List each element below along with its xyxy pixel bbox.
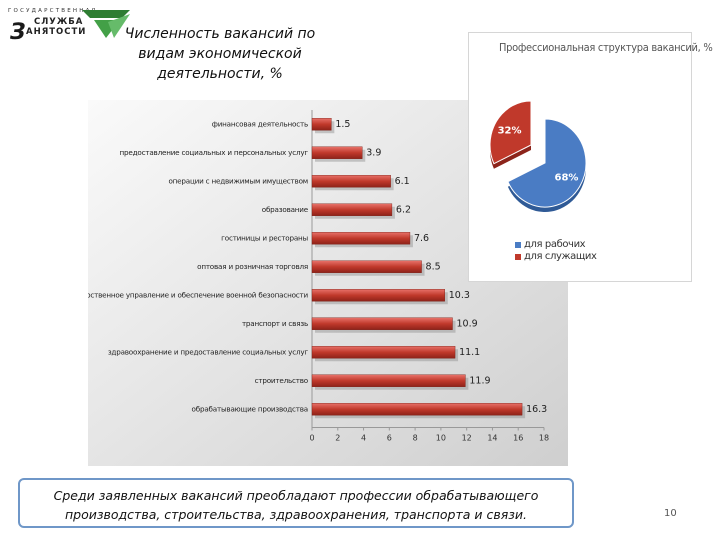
page-title: Численность вакансий по видам экономичес…: [124, 26, 316, 82]
data-label: 10.9: [456, 318, 477, 329]
pie-slice: [489, 100, 532, 165]
pie-chart-panel: Профессиональная структура вакансий, % 6…: [468, 32, 713, 282]
pie-slice: [507, 118, 587, 208]
x-tick-label: 12: [462, 434, 472, 443]
page-number: 10: [664, 508, 677, 519]
data-label: 16.3: [526, 404, 547, 415]
x-tick-label: 10: [436, 434, 446, 443]
category-label: строительство: [255, 376, 308, 385]
data-label: 11.9: [469, 375, 490, 386]
bar: [311, 403, 523, 416]
legend-swatch: [515, 253, 521, 260]
bar: [311, 146, 363, 159]
logo-letter: З: [10, 20, 26, 45]
data-label: 1.5: [335, 119, 350, 130]
data-label: 11.1: [459, 347, 480, 358]
category-label: образование: [262, 205, 309, 214]
x-tick-label: 14: [487, 434, 497, 443]
x-tick-label: 18: [539, 434, 549, 443]
data-label: 7.6: [414, 233, 429, 244]
logo: ГОСУДАРСТВЕННАЯ СЛУЖБА З АНЯТОСТИ: [6, 6, 132, 45]
logo-line2: СЛУЖБА: [34, 17, 84, 27]
pie-title: Профессиональная структура вакансий, %: [499, 41, 713, 54]
bar: [311, 118, 332, 131]
x-tick-label: 8: [413, 434, 418, 443]
category-label: здравоохранение и предоставление социаль…: [108, 347, 309, 356]
pie-data-label: 32%: [498, 125, 522, 136]
bar: [311, 203, 393, 216]
legend-label: для служащих: [524, 251, 597, 262]
data-label: 6.2: [396, 204, 411, 215]
category-label: предоставление социальных и персональных…: [120, 148, 309, 157]
logo-mark-icon: [82, 10, 130, 38]
pie-chart: 68% 32%: [489, 100, 587, 212]
category-label: обрабатывающие производства: [192, 404, 308, 413]
logo-line3: АНЯТОСТИ: [26, 27, 87, 37]
bar: [311, 232, 411, 245]
data-label: 8.5: [426, 261, 441, 272]
bar: [311, 374, 466, 387]
pie-legend: для рабочих для служащих: [515, 239, 597, 263]
legend-swatch: [515, 241, 521, 248]
category-label: государственное управление и обеспечение…: [88, 290, 309, 299]
x-tick-label: 2: [335, 434, 340, 443]
data-label: 3.9: [366, 147, 381, 158]
data-label: 6.1: [395, 176, 410, 187]
pie-data-label: 68%: [554, 173, 578, 184]
legend-item: для служащих: [515, 251, 597, 262]
bar: [311, 317, 453, 330]
x-tick-label: 4: [361, 434, 366, 443]
category-label: операции с недвижимым имуществом: [168, 176, 308, 185]
bar: [311, 175, 391, 188]
bar: [311, 289, 445, 302]
bar: [311, 346, 456, 359]
legend-item: для рабочих: [515, 239, 596, 250]
category-label: транспорт и связь: [242, 319, 308, 328]
bar: [311, 260, 422, 273]
category-label: гостиницы и рестораны: [221, 233, 308, 242]
caption-box: Среди заявленных вакансий преобладают пр…: [18, 478, 574, 528]
logo-line1: ГОСУДАРСТВЕННАЯ: [8, 8, 98, 14]
x-tick-label: 0: [309, 434, 314, 443]
legend-label: для рабочих: [524, 239, 586, 250]
x-tick-label: 6: [387, 434, 392, 443]
x-tick-label: 16: [513, 434, 523, 443]
category-label: оптовая и розничная торговля: [197, 262, 308, 271]
data-label: 10.3: [449, 290, 470, 301]
category-label: финансовая деятельность: [212, 119, 308, 128]
